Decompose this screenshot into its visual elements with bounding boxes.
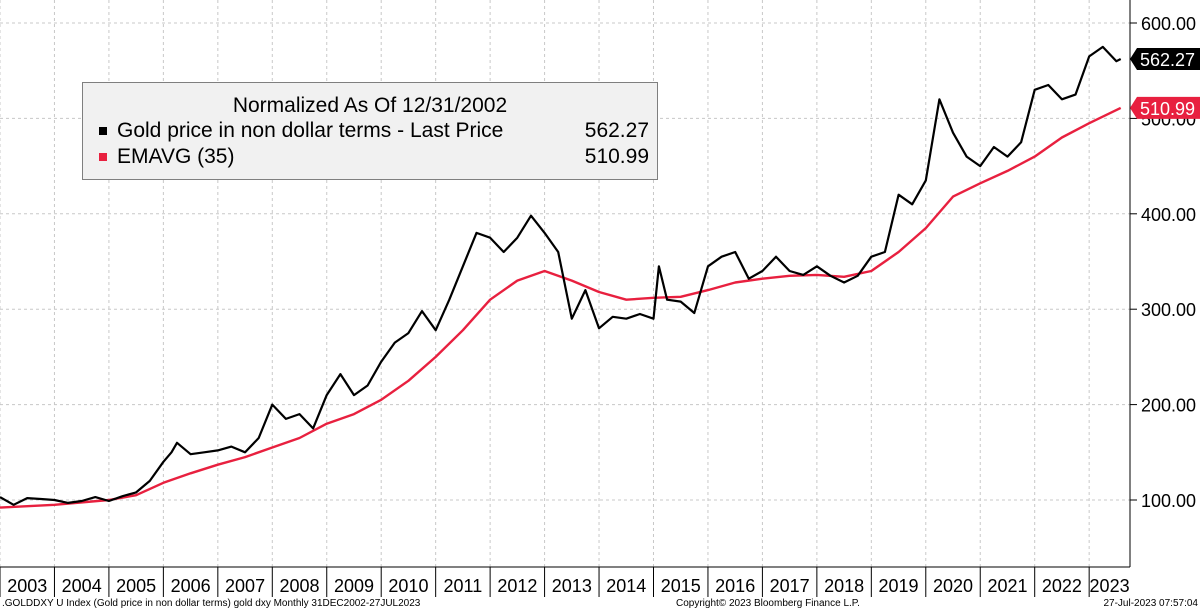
last-value-text: 510.99 [1140,99,1195,119]
series-line-gold-price [0,45,1122,506]
legend-row-emavg: EMAVG (35) 510.99 [117,145,649,171]
y-tick-label: 100.00 [1141,491,1196,511]
x-tick-label: 2013 [552,576,592,596]
legend: Normalized As Of 12/31/2002 Gold price i… [82,82,658,180]
footer-timestamp: 27-Jul-2023 07:57:04 [1103,598,1198,609]
y-tick-label: 300.00 [1141,300,1196,320]
last-value-tag [1130,47,1200,70]
legend-gold-value: 562.27 [584,119,649,142]
footer-index-info: .GOLDDXY U Index (Gold price in non doll… [2,598,421,609]
last-value-callout: 562.27 [1130,47,1200,70]
x-tick-label: 2014 [606,576,646,596]
legend-row-gold: Gold price in non dollar terms - Last Pr… [117,119,649,145]
x-tick-label: 2006 [171,576,211,596]
x-tick-label: 2015 [661,576,701,596]
last-value-text: 562.27 [1140,50,1195,70]
footer-copyright: Copyright© 2023 Bloomberg Finance L.P. [676,598,860,609]
y-tick-label: 400.00 [1141,205,1196,225]
legend-title: Normalized As Of 12/31/2002 [232,94,508,117]
x-tick-label: 2010 [388,576,428,596]
last-value-callout: 510.99 [1130,96,1200,119]
x-tick-label: 2021 [987,576,1027,596]
x-tick-label: 2019 [879,576,919,596]
x-tick-label: 2023 [1090,576,1130,596]
x-tick-label: 2020 [933,576,973,596]
y-tick-label: 600.00 [1141,14,1196,34]
last-value-tag [1130,96,1200,119]
x-tick-label: 2005 [116,576,156,596]
legend-swatch-gold [99,127,107,135]
legend-emavg-value: 510.99 [584,145,649,168]
y-tick-label: 200.00 [1141,396,1196,416]
x-tick-label: 2008 [279,576,319,596]
x-tick-label: 2007 [225,576,265,596]
last-value-labels: 562.27 510.99 [1130,47,1200,119]
legend-swatch-emavg [99,153,107,161]
x-tick-label: 2003 [7,576,47,596]
x-tick-label: 2018 [824,576,864,596]
x-tick-label: 2016 [715,576,755,596]
x-axis: 2003 2004 2005 2006 2007 2008 2009 2010 2011 2012… [0,566,1130,597]
x-tick-label: 2022 [1042,576,1082,596]
series [0,45,1122,509]
x-tick-label: 2011 [444,576,483,596]
legend-emavg-name: EMAVG (35) [117,145,235,168]
x-tick-label: 2017 [770,576,810,596]
x-tick-label: 2009 [334,576,374,596]
x-tick-label: 2012 [497,576,537,596]
series-line-emavg [0,106,1122,509]
legend-gold-name: Gold price in non dollar terms - Last Pr… [117,119,504,142]
x-tick-label: 2004 [62,576,102,596]
